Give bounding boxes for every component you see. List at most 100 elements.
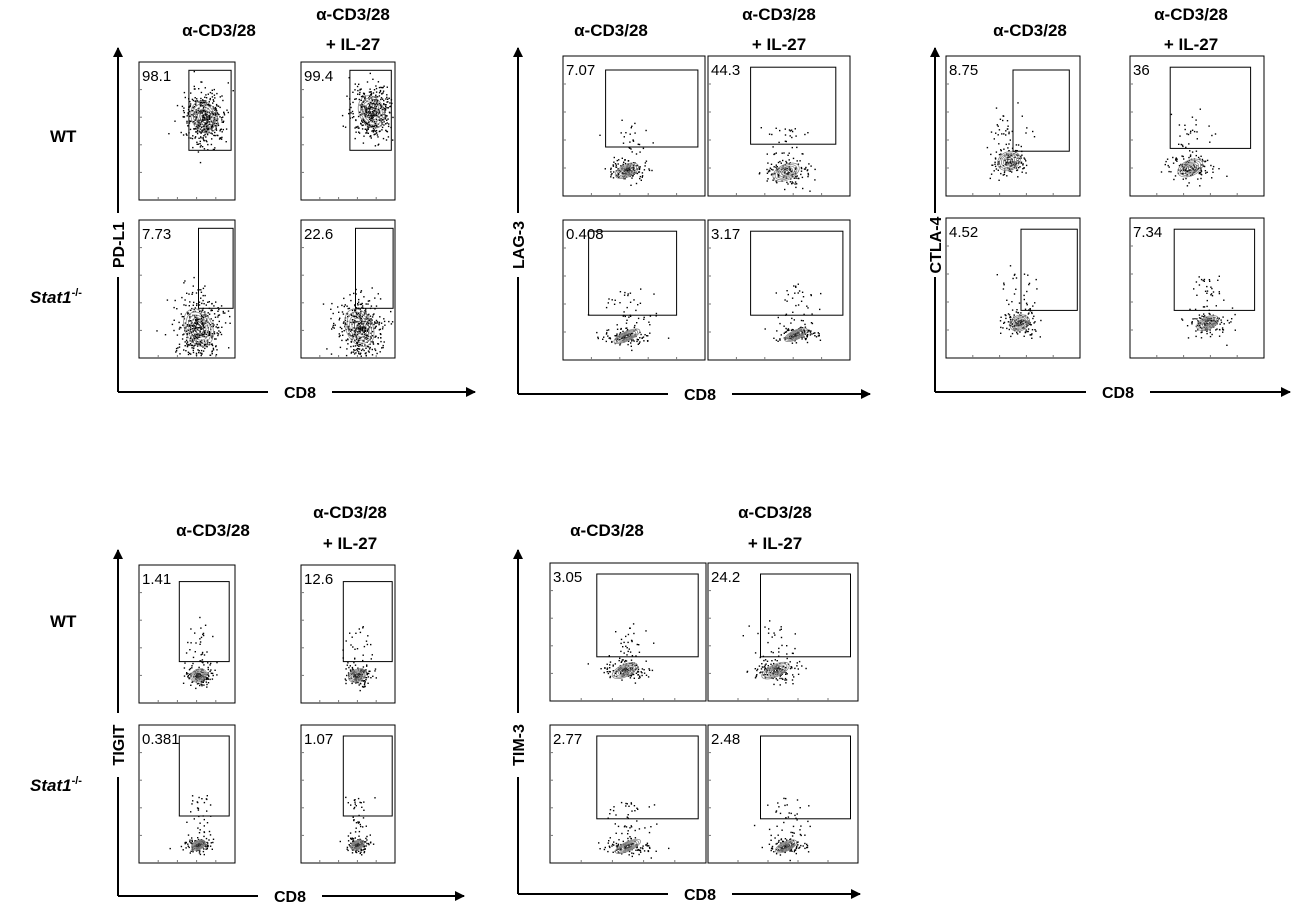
gate-rectangle xyxy=(342,581,393,663)
panel-ticks xyxy=(139,752,217,863)
plot-panel-wt-il27: 12.6 xyxy=(300,564,396,704)
contour-lines xyxy=(190,668,207,683)
gate-rectangle xyxy=(349,69,392,151)
plot-panel-stat1-il27: 2.48 xyxy=(707,724,859,864)
panel-ticks xyxy=(563,83,678,196)
row-label-stat1: Stat1-/- xyxy=(30,287,82,307)
panel-ticks xyxy=(563,247,678,360)
panel-ticks xyxy=(1130,83,1238,196)
contour-lines xyxy=(784,327,808,342)
column-header-il27: α-CD3/28 xyxy=(1154,5,1228,24)
contour-lines xyxy=(357,95,386,129)
plot-panel-stat1-ctrl: 0.381 xyxy=(138,724,236,864)
plot-panel-stat1-ctrl: 0.408 xyxy=(562,219,706,361)
column-header-il27-line2: + IL-27 xyxy=(323,534,377,553)
contour-lines xyxy=(1196,315,1220,331)
y-axis-label: PD-L1 xyxy=(111,222,128,268)
panel-ticks xyxy=(550,752,676,863)
gate-rectangle xyxy=(188,69,232,151)
plot-panel-wt-il27: 36 xyxy=(1129,55,1265,197)
panel-frame xyxy=(707,724,859,864)
gate-percentage: 44.3 xyxy=(711,62,740,79)
x-axis-label: CD8 xyxy=(684,887,716,904)
contour-lines xyxy=(350,839,365,851)
gate-rectangle xyxy=(1012,69,1070,152)
plot-panel-stat1-il27: 22.6 xyxy=(300,219,396,359)
panel-frame xyxy=(300,724,396,864)
contour-lines xyxy=(997,150,1021,172)
contour-lines xyxy=(1009,314,1030,332)
panel-ticks xyxy=(708,752,829,863)
panel-ticks xyxy=(946,83,1054,196)
contour-lines xyxy=(761,661,790,680)
contour-lines xyxy=(615,838,641,854)
gate-rectangle xyxy=(178,735,230,817)
row-label-wt: WT xyxy=(50,127,77,146)
panel-ticks xyxy=(301,752,377,863)
gate-percentage: 1.41 xyxy=(142,571,171,588)
plot-panel-wt-ctrl: 3.05 xyxy=(549,562,707,702)
gate-rectangle xyxy=(198,227,234,309)
plot-panel-stat1-il27: 3.17 xyxy=(707,219,851,361)
column-header-il27: α-CD3/28 xyxy=(313,503,387,522)
gate-percentage: 7.34 xyxy=(1133,224,1162,241)
event-dots xyxy=(1181,275,1236,346)
x-axis-label: CD8 xyxy=(684,387,716,404)
gate-rectangle xyxy=(1020,228,1078,311)
gate-rectangle xyxy=(605,69,699,148)
gate-percentage: 7.73 xyxy=(142,226,171,243)
gate-percentage: 7.07 xyxy=(566,62,595,79)
gate-percentage: 24.2 xyxy=(711,569,740,586)
column-header-il27-line2: + IL-27 xyxy=(326,35,380,54)
gate-rectangle xyxy=(178,581,230,663)
panel-frame xyxy=(549,562,707,702)
plot-panel-wt-ctrl: 1.41 xyxy=(138,564,236,704)
panel-ticks xyxy=(708,247,823,360)
plot-panel-wt-ctrl: 8.75 xyxy=(945,55,1081,197)
marker-group-tigit: α-CD3/28 α-CD3/28 + IL-27 TIGIT CD8 1.41 12.6 0… xyxy=(111,503,465,906)
panel-ticks xyxy=(708,590,829,701)
contour-lines xyxy=(191,839,206,851)
marker-group-ctla-4: α-CD3/28 α-CD3/28 + IL-27 CTLA-4 CD8 8.75 36 4.… xyxy=(928,5,1291,402)
contour-lines xyxy=(772,162,800,182)
marker-group-tim-3: α-CD3/28 α-CD3/28 + IL-27 TIM-3 CD8 3.05 24.2 2… xyxy=(511,503,861,904)
x-axis-label: CD8 xyxy=(274,889,306,906)
plot-panel-stat1-il27: 7.34 xyxy=(1129,217,1265,359)
gate-percentage: 22.6 xyxy=(304,226,333,243)
column-header-ctrl: α-CD3/28 xyxy=(570,521,644,540)
column-header-il27: α-CD3/28 xyxy=(316,5,390,24)
panel-ticks xyxy=(1130,245,1238,358)
event-dots xyxy=(156,276,231,357)
column-header-il27-line2: + IL-27 xyxy=(1164,35,1218,54)
panel-frame xyxy=(707,55,851,197)
gate-rectangle xyxy=(355,227,394,309)
contour-lines xyxy=(344,308,375,347)
gate-percentage: 2.48 xyxy=(711,731,740,748)
panel-ticks xyxy=(139,247,217,358)
column-header-il27: α-CD3/28 xyxy=(742,5,816,24)
gate-percentage: 8.75 xyxy=(949,62,978,79)
column-header-ctrl: α-CD3/28 xyxy=(574,21,648,40)
panel-frame xyxy=(1129,55,1265,197)
panel-ticks xyxy=(708,83,823,196)
panel-frame xyxy=(300,564,396,704)
panel-frame xyxy=(138,724,236,864)
gate-percentage: 36 xyxy=(1133,62,1150,79)
contour-lines xyxy=(1177,158,1204,178)
gate-percentage: 3.05 xyxy=(553,569,582,586)
y-axis-label: CTLA-4 xyxy=(928,216,945,273)
gate-rectangle xyxy=(760,573,851,658)
contour-lines xyxy=(774,839,798,854)
gate-rectangle xyxy=(760,735,851,820)
gate-percentage: 12.6 xyxy=(304,571,333,588)
panel-frame xyxy=(549,724,707,864)
panel-ticks xyxy=(946,245,1054,358)
gate-rectangle xyxy=(1173,228,1256,311)
panel-ticks xyxy=(139,89,217,200)
panel-ticks xyxy=(301,247,377,358)
panel-ticks xyxy=(139,592,217,703)
gate-rectangle xyxy=(588,230,678,316)
contour-lines xyxy=(611,662,638,680)
gate-percentage: 99.4 xyxy=(304,68,333,85)
